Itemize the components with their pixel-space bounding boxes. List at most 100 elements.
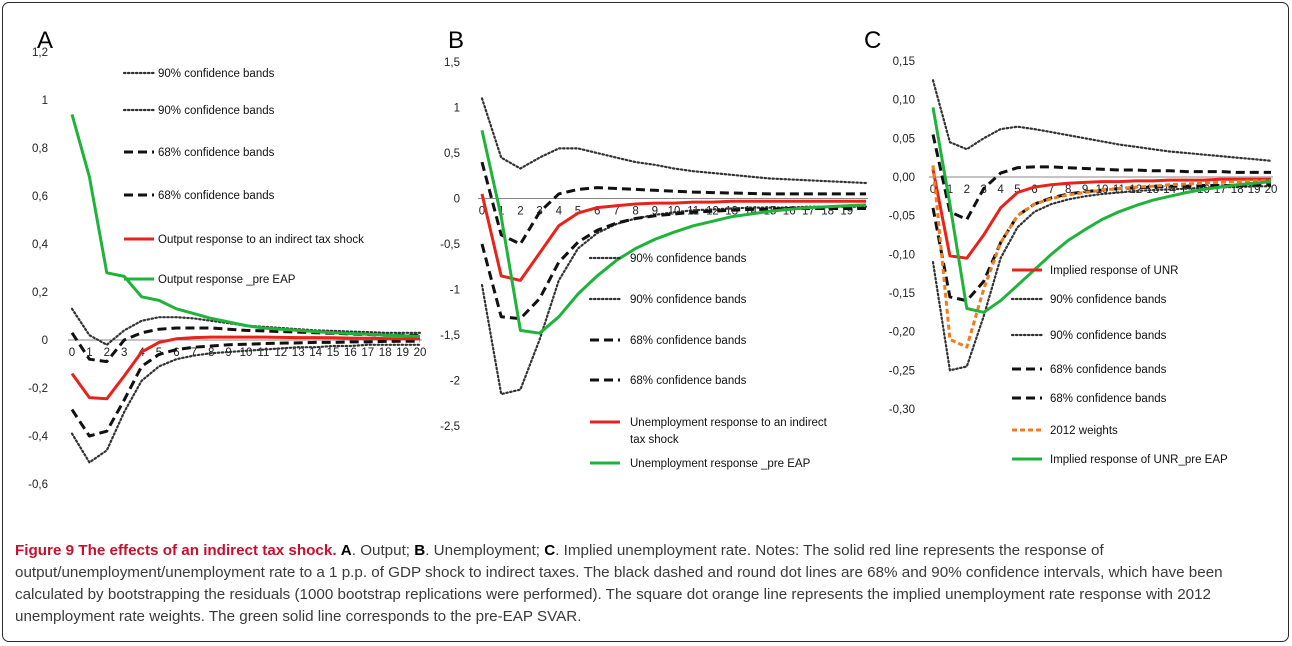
- x-tick-label: 20: [1265, 184, 1278, 196]
- panel-c: C 0,15 0,10 0,05 0,00 -0,05 -0,10 -0,15 -0,20 -0,…: [864, 27, 1277, 466]
- x-tick-label: 11: [257, 347, 269, 359]
- y-tick-label: 0,4: [32, 239, 49, 251]
- series-line-1: [480, 97, 868, 185]
- y-tick-label: 1,2: [32, 47, 48, 59]
- x-tick-label: 4: [997, 184, 1004, 196]
- series-line-2: [70, 343, 422, 464]
- legend-label: 90% confidence bands: [1050, 294, 1167, 306]
- legend-label: 90% confidence bands: [1050, 330, 1167, 342]
- x-tick-label: 2: [964, 184, 970, 196]
- x-tick-label: 6: [594, 206, 600, 218]
- y-tick-label: -0,5: [440, 239, 460, 251]
- x-tick-label: 0: [69, 347, 75, 359]
- panel-b: B1,510,50-0,5-1-1,5-2-2,50 1 2 3 4 5 6 7 8 9 10 11 1…: [440, 27, 868, 470]
- legend-label: 2012 weights: [1050, 425, 1118, 437]
- caption-panel-c-key: C: [544, 542, 556, 559]
- x-tick-label: 3: [121, 347, 127, 359]
- legend-label: Unemployment response _pre EAP: [630, 458, 811, 470]
- series-line-4: [931, 134, 1271, 221]
- legend-label: Output response to an indirect tax shock: [158, 234, 364, 246]
- y-tick-label: 0,8: [32, 143, 48, 155]
- panel-a: A1,210,80,60,40,20-0,2-0,4-0,60 1 2 3 4 5 6 7 8 9…: [28, 27, 426, 491]
- x-tick-label: 12: [274, 347, 287, 359]
- x-tick-label: 2: [517, 206, 523, 218]
- panel-label: A: [37, 27, 53, 54]
- caption-panel-c-text: . Implied unemployment rate. Notes: The …: [15, 542, 1223, 625]
- series-line-1: [931, 169, 1271, 260]
- x-tick-label: 6: [1031, 184, 1037, 196]
- legend-label: 90% confidence bands: [630, 253, 747, 265]
- series-line-6: [70, 113, 421, 338]
- y-tick-label: 1,5: [444, 57, 460, 69]
- legend-label: 68% confidence bands: [630, 335, 747, 347]
- x-tick-label: 15: [327, 347, 340, 359]
- legend-label: 90% confidence bands: [158, 105, 275, 117]
- legend: 90% confidence bands 90% confidence bands…: [122, 68, 364, 286]
- legend: Implied response of UNR 90% confidence ba…: [1010, 265, 1228, 466]
- y-tick-label: 0,2: [32, 287, 48, 299]
- x-tick-label: 9: [1082, 184, 1088, 196]
- y-tick-label: -0,25: [889, 365, 915, 377]
- panel-label: B: [448, 27, 464, 54]
- legend-label: 90% confidence bands: [630, 294, 747, 306]
- y-tick-label: 0,6: [32, 191, 48, 203]
- legend: 90% confidence bands 90% confidence bands…: [588, 253, 828, 470]
- legend-label: Output response _pre EAP: [158, 274, 296, 286]
- y-tick-label: 0,00: [893, 172, 915, 184]
- x-tick-label: 9: [225, 347, 231, 359]
- x-tick-label: 1: [947, 184, 953, 196]
- x-tick-label: 14: [309, 347, 322, 359]
- caption-panel-b-text: . Unemployment;: [425, 542, 541, 559]
- y-tick-label: 0,10: [893, 95, 915, 107]
- y-tick-label: 1: [42, 95, 48, 107]
- y-tick-label: -0,15: [889, 288, 915, 300]
- x-tick-label: 2: [104, 347, 110, 359]
- x-tick-label: 8: [632, 206, 638, 218]
- caption-panel-a-text: . Output;: [351, 542, 411, 559]
- x-tick-label: 1: [86, 347, 92, 359]
- series-line-5: [70, 335, 420, 401]
- series-line-5: [480, 193, 866, 282]
- x-tick-label: 10: [240, 347, 253, 359]
- series-line-5: [931, 183, 1271, 303]
- y-tick-label: -0,05: [889, 211, 915, 223]
- y-tick-label: -0,2: [28, 383, 48, 395]
- y-tick-label: -1: [450, 285, 460, 297]
- x-tick-label: 19: [396, 347, 409, 359]
- x-tick-label: 4: [556, 206, 563, 218]
- x-tick-label: 16: [344, 347, 357, 359]
- y-tick-label: 0,5: [444, 148, 460, 160]
- figure-caption: Figure 9 The effects of an indirect tax …: [15, 540, 1277, 628]
- y-tick-label: -0,6: [28, 479, 48, 491]
- x-tick-label: 0: [479, 206, 485, 218]
- y-tick-label: 0,15: [893, 56, 915, 68]
- y-tick-label: -2,5: [440, 421, 460, 433]
- legend-label: 68% confidence bands: [1050, 393, 1167, 405]
- y-tick-label: 0,05: [893, 133, 915, 145]
- x-tick-label: 8: [1065, 184, 1071, 196]
- series-line-6: [480, 129, 867, 335]
- x-tick-label: 13: [292, 347, 305, 359]
- x-tick-label: 18: [379, 347, 392, 359]
- y-tick-label: -0,30: [889, 404, 915, 416]
- figure-charts: A1,210,80,60,40,20-0,2-0,4-0,60 1 2 3 4 5 6 7 8 9…: [28, 27, 1277, 491]
- panel-label: C: [864, 27, 881, 54]
- caption-panel-b-key: B: [414, 542, 426, 559]
- caption-panel-a-key: A: [340, 542, 352, 559]
- x-tick-label: 20: [414, 347, 427, 359]
- x-tick-label: 17: [361, 347, 374, 359]
- legend-label: 68% confidence bands: [630, 375, 747, 387]
- series-line-3: [480, 161, 866, 246]
- series-line-2: [931, 79, 1273, 162]
- series-line-7: [931, 107, 1272, 314]
- legend-label: Implied response of UNR: [1050, 265, 1178, 277]
- x-tick-label: 0: [930, 184, 936, 196]
- y-tick-label: -2: [450, 376, 460, 388]
- y-tick-label: 1: [454, 103, 460, 115]
- y-tick-label: -0,10: [889, 249, 915, 261]
- legend-label: Implied response of UNR_pre EAP: [1050, 454, 1228, 466]
- y-tick-label: -0,20: [889, 327, 915, 339]
- legend-label: 68% confidence bands: [158, 190, 275, 202]
- x-tick-label: 7: [613, 206, 619, 218]
